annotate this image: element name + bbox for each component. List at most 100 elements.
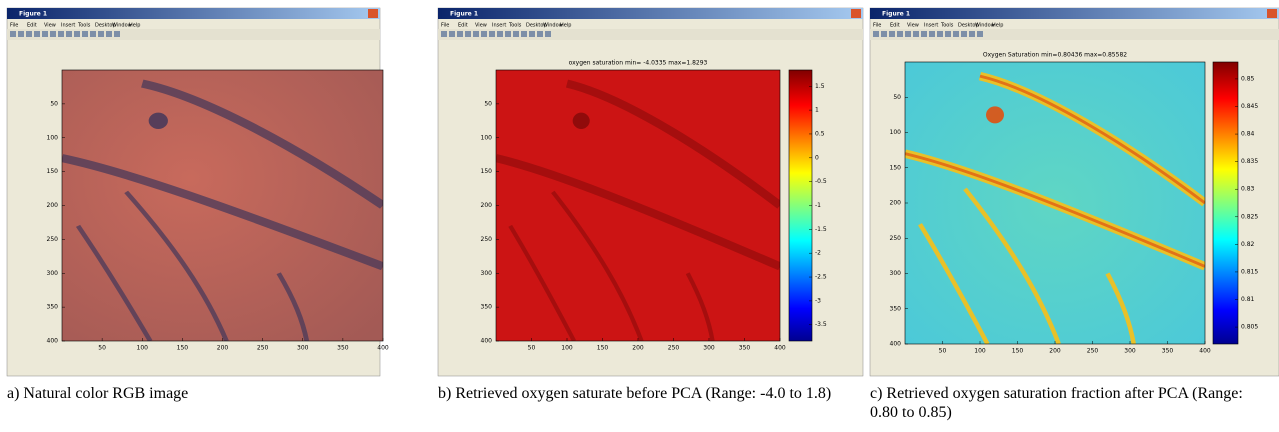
toolbar-icon <box>945 31 951 37</box>
y-tick-label: 50 <box>484 100 492 107</box>
spot <box>572 112 590 129</box>
menu-item: Edit <box>27 23 37 29</box>
title-bar <box>870 8 1279 19</box>
title-bar <box>7 8 380 19</box>
y-tick-label: 350 <box>47 304 59 311</box>
toolbar-icon <box>961 31 967 37</box>
colorbar-tick-label: -1.5 <box>815 226 827 233</box>
menu-item: Window <box>112 23 132 29</box>
x-tick-label: 200 <box>632 345 644 352</box>
y-tick-label: 250 <box>481 236 493 243</box>
colorbar-tick-label: 0.81 <box>1241 296 1255 303</box>
x-tick-label: 150 <box>1012 348 1024 355</box>
colorbar-tick-label: -2 <box>815 250 821 257</box>
toolbar-icon <box>513 31 519 37</box>
toolbar-icon <box>913 31 919 37</box>
toolbar-icon <box>873 31 879 37</box>
plot-title: oxygen saturation min= -4.0335 max=1.829… <box>569 60 708 67</box>
colorbar-tick-label: -0.5 <box>815 178 827 185</box>
toolbar-icon <box>937 31 943 37</box>
x-tick-label: 50 <box>939 348 947 355</box>
colorbar-tick-label: 0.815 <box>1241 268 1258 275</box>
toolbar-icon <box>50 31 56 37</box>
toolbar-icon <box>505 31 511 37</box>
x-tick-label: 400 <box>377 345 389 352</box>
menu-item: Help <box>992 23 1003 29</box>
caption: b) Retrieved oxygen saturate before PCA … <box>438 385 832 402</box>
vein-core <box>979 74 1205 205</box>
toolbar-icon <box>58 31 64 37</box>
vein-core <box>905 152 1205 268</box>
vein <box>141 79 383 209</box>
x-tick-label: 400 <box>774 345 786 352</box>
toolbar-icon <box>10 31 16 37</box>
toolbar-icon <box>74 31 80 37</box>
menu-item: View <box>475 23 487 29</box>
y-tick-label: 400 <box>47 338 59 345</box>
menu-item: Desktop <box>526 23 547 29</box>
menu-item: Tools <box>77 23 91 29</box>
vein <box>276 272 310 341</box>
window-title: Figure 1 <box>450 11 478 18</box>
y-tick-label: 250 <box>890 235 902 242</box>
toolbar <box>7 29 380 40</box>
toolbar-icon <box>441 31 447 37</box>
menu-item: Desktop <box>95 23 116 29</box>
menu-item: Edit <box>890 23 900 29</box>
vein <box>963 187 1061 344</box>
title-bar <box>438 8 863 19</box>
y-tick-label: 200 <box>47 202 59 209</box>
vein <box>496 154 780 271</box>
menu-item: Window <box>975 23 995 29</box>
vein <box>62 154 383 271</box>
menu-item: File <box>10 23 18 29</box>
toolbar-icon <box>929 31 935 37</box>
menu-item: Insert <box>61 23 75 29</box>
y-tick-label: 100 <box>47 134 59 141</box>
x-tick-label: 50 <box>98 345 106 352</box>
y-tick-label: 250 <box>47 236 59 243</box>
toolbar-icon <box>66 31 72 37</box>
menu-item: Help <box>560 23 571 29</box>
y-tick-label: 100 <box>481 134 493 141</box>
spot <box>148 112 168 129</box>
toolbar-icon <box>953 31 959 37</box>
colorbar-tick-label: 0.825 <box>1241 213 1258 220</box>
vein <box>75 224 153 341</box>
toolbar-icon <box>26 31 32 37</box>
y-tick-label: 150 <box>890 164 902 171</box>
vein <box>1105 272 1136 344</box>
colorbar-tick-label: 0.805 <box>1241 324 1258 331</box>
colorbar-tick-label: 1 <box>815 107 819 114</box>
toolbar-icon <box>449 31 455 37</box>
x-tick-label: 150 <box>597 345 609 352</box>
y-tick-label: 100 <box>890 129 902 136</box>
vein <box>685 272 715 341</box>
x-tick-label: 350 <box>1162 348 1174 355</box>
colorbar-tick-label: 0.835 <box>1241 158 1258 165</box>
x-tick-label: 300 <box>703 345 715 352</box>
x-tick-label: 300 <box>297 345 309 352</box>
colorbar <box>788 69 813 342</box>
menu-item: Window <box>543 23 563 29</box>
x-tick-label: 100 <box>561 345 573 352</box>
y-tick-label: 400 <box>890 341 902 348</box>
y-tick-label: 150 <box>481 168 493 175</box>
toolbar-icon <box>98 31 104 37</box>
menu-item: File <box>873 23 881 29</box>
menu-item: Insert <box>492 23 506 29</box>
colorbar-tick-label: 0.84 <box>1241 131 1255 138</box>
colorbar-tick-label: -3 <box>815 297 821 304</box>
toolbar-icon <box>529 31 535 37</box>
x-tick-label: 250 <box>257 345 269 352</box>
toolbar-icon <box>481 31 487 37</box>
x-tick-label: 200 <box>1049 348 1061 355</box>
toolbar-icon <box>473 31 479 37</box>
menu-item: Insert <box>924 23 938 29</box>
toolbar-icon <box>114 31 120 37</box>
toolbar-icon <box>537 31 543 37</box>
menu-item: Desktop <box>958 23 979 29</box>
y-tick-label: 300 <box>890 270 902 277</box>
toolbar-icon <box>977 31 983 37</box>
